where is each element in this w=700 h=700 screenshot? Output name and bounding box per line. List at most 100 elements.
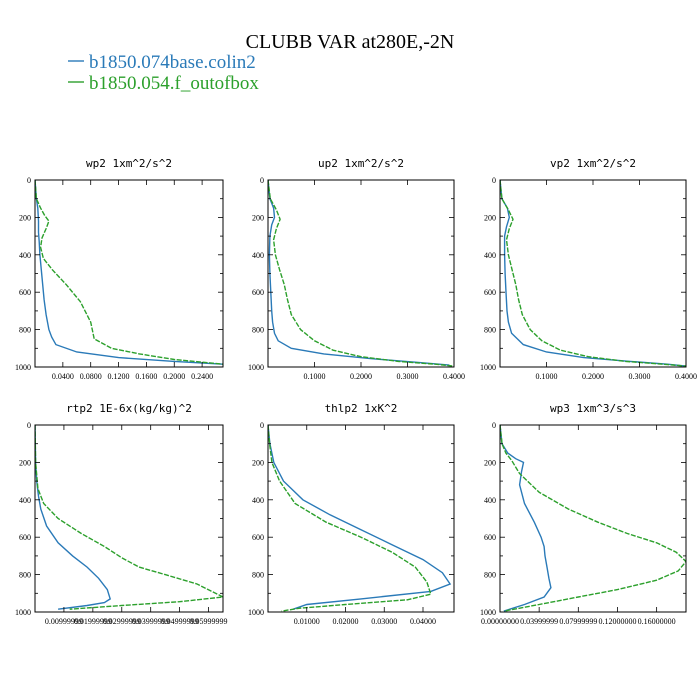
series-line-2 — [500, 425, 686, 612]
panel-title: up2 1xm^2/s^2 — [318, 157, 404, 170]
figure-title: CLUBB VAR at280E,-2N — [246, 31, 455, 53]
series-line-1 — [268, 180, 450, 366]
y-tick-label: 600 — [19, 288, 31, 297]
x-tick-label: 0.1200 — [108, 372, 130, 381]
y-tick-label: 1000 — [15, 608, 31, 617]
panel-frame — [34, 179, 224, 368]
panel-3: vp2 1xm^2/s^2 0 200 400 600 800 1000 0.1000 0.20… — [480, 157, 697, 381]
panel-frame — [499, 179, 687, 368]
y-tick-label: 200 — [252, 213, 264, 222]
panels-grid: wp2 1xm^2/s^2 0 200 400 600 800 1000 0.0400 0.08… — [15, 157, 697, 626]
y-tick-label: 600 — [484, 533, 496, 542]
y-tick-label: 0 — [260, 176, 264, 185]
panel-4: rtp2 1E-6x(kg/kg)^2 0 200 400 600 800 1000 0.00… — [15, 402, 228, 626]
panel-title: thlp2 1xK^2 — [325, 402, 398, 415]
x-tick-label: 0.16000000 — [638, 617, 676, 626]
y-tick-label: 800 — [19, 571, 31, 580]
y-tick-label: 0 — [492, 421, 496, 430]
x-tick-label: 0.4000 — [443, 372, 465, 381]
x-tick-label: 0.4000 — [675, 372, 697, 381]
x-tick-label: 0.07999999 — [559, 617, 597, 626]
x-tick-label: 0.03999999 — [520, 617, 558, 626]
panel-title: wp2 1xm^2/s^2 — [86, 157, 172, 170]
y-tick-label: 200 — [19, 213, 31, 222]
x-tick-label: 0.02000 — [333, 617, 359, 626]
y-tick-label: 200 — [252, 458, 264, 467]
legend: b1850.074base.colin2 b1850.054.f_outofbo… — [68, 52, 259, 94]
legend-label-series1: b1850.074base.colin2 — [89, 52, 256, 73]
y-tick-label: 600 — [484, 288, 496, 297]
panel-6: wp3 1xm^3/s^3 0 200 400 600 800 10000.00000000… — [480, 402, 687, 626]
panel-title: vp2 1xm^2/s^2 — [550, 157, 636, 170]
y-tick-label: 800 — [252, 571, 264, 580]
x-tick-label: 0.3000 — [397, 372, 419, 381]
series-line-1 — [268, 425, 452, 610]
panel-2: up2 1xm^2/s^2 0 200 400 600 800 1000 0.1000 0.20… — [248, 157, 465, 381]
x-tick-label: 0.1600 — [135, 372, 157, 381]
y-tick-label: 200 — [484, 458, 496, 467]
x-tick-label: 0.02999999 — [103, 617, 141, 626]
series-line-1 — [500, 180, 686, 367]
series-line-2 — [35, 425, 223, 610]
x-tick-label: 0.1000 — [536, 372, 558, 381]
y-tick-label: 0 — [492, 176, 496, 185]
y-tick-label: 0 — [260, 421, 264, 430]
x-tick-label: 0.2400 — [191, 372, 213, 381]
x-tick-label: 0.0800 — [80, 372, 102, 381]
panel-frame — [34, 424, 224, 613]
y-tick-label: 400 — [19, 251, 31, 260]
x-tick-label: 0.01000 — [294, 617, 320, 626]
x-tick-label: 0.2000 — [582, 372, 604, 381]
y-tick-label: 800 — [484, 326, 496, 335]
y-tick-label: 200 — [19, 458, 31, 467]
y-tick-label: 400 — [484, 251, 496, 260]
panel-1: wp2 1xm^2/s^2 0 200 400 600 800 1000 0.0400 0.08… — [15, 157, 224, 381]
y-tick-label: 1000 — [248, 363, 264, 372]
series-line-2 — [500, 180, 686, 367]
y-tick-label: 200 — [484, 213, 496, 222]
y-tick-label: 800 — [484, 571, 496, 580]
x-tick-label: 0.12000000 — [598, 617, 636, 626]
x-tick-label: 0.3000 — [629, 372, 651, 381]
series-line-2 — [35, 180, 223, 365]
x-tick-label: 0.2000 — [163, 372, 185, 381]
x-tick-label: 0.05999999 — [190, 617, 228, 626]
x-tick-label: 0.0400 — [52, 372, 74, 381]
series-line-1 — [35, 425, 112, 610]
y-tick-label: 1000 — [15, 363, 31, 372]
y-tick-label: 1000 — [480, 363, 496, 372]
panel-frame — [267, 179, 455, 368]
panel-frame — [499, 424, 687, 613]
y-tick-label: 400 — [252, 496, 264, 505]
y-tick-label: 800 — [252, 326, 264, 335]
x-tick-label: 0.2000 — [350, 372, 372, 381]
x-tick-label: 0.04000 — [410, 617, 436, 626]
x-tick-label: 0.1000 — [304, 372, 326, 381]
panel-5: thlp2 1xK^2 0 200 400 600 800 1000 0.01000 0.020… — [248, 402, 455, 626]
y-tick-label: 600 — [252, 288, 264, 297]
x-tick-label: 0.03999999 — [132, 617, 170, 626]
y-tick-label: 1000 — [480, 608, 496, 617]
series-line-1 — [500, 425, 552, 612]
x-tick-label: 0.03000 — [371, 617, 397, 626]
y-tick-label: 0 — [27, 176, 31, 185]
y-tick-label: 0 — [27, 421, 31, 430]
y-tick-label: 400 — [484, 496, 496, 505]
panel-title: wp3 1xm^3/s^3 — [550, 402, 636, 415]
y-tick-label: 400 — [252, 251, 264, 260]
y-tick-label: 400 — [19, 496, 31, 505]
legend-label-series2: b1850.054.f_outofbox — [89, 73, 259, 94]
x-tick-label: 0.00999999 — [45, 617, 83, 626]
x-tick-label: 0.04999999 — [161, 617, 199, 626]
y-tick-label: 800 — [19, 326, 31, 335]
panel-frame — [267, 424, 455, 613]
y-tick-label: 600 — [252, 533, 264, 542]
series-line-2 — [268, 180, 454, 367]
x-tick-label: 0.01999999 — [74, 617, 112, 626]
y-tick-label: 600 — [19, 533, 31, 542]
series-line-2 — [268, 425, 432, 612]
x-tick-label: 0.00000000 — [481, 617, 519, 626]
panel-title: rtp2 1E-6x(kg/kg)^2 — [66, 402, 192, 415]
series-line-1 — [35, 180, 223, 365]
